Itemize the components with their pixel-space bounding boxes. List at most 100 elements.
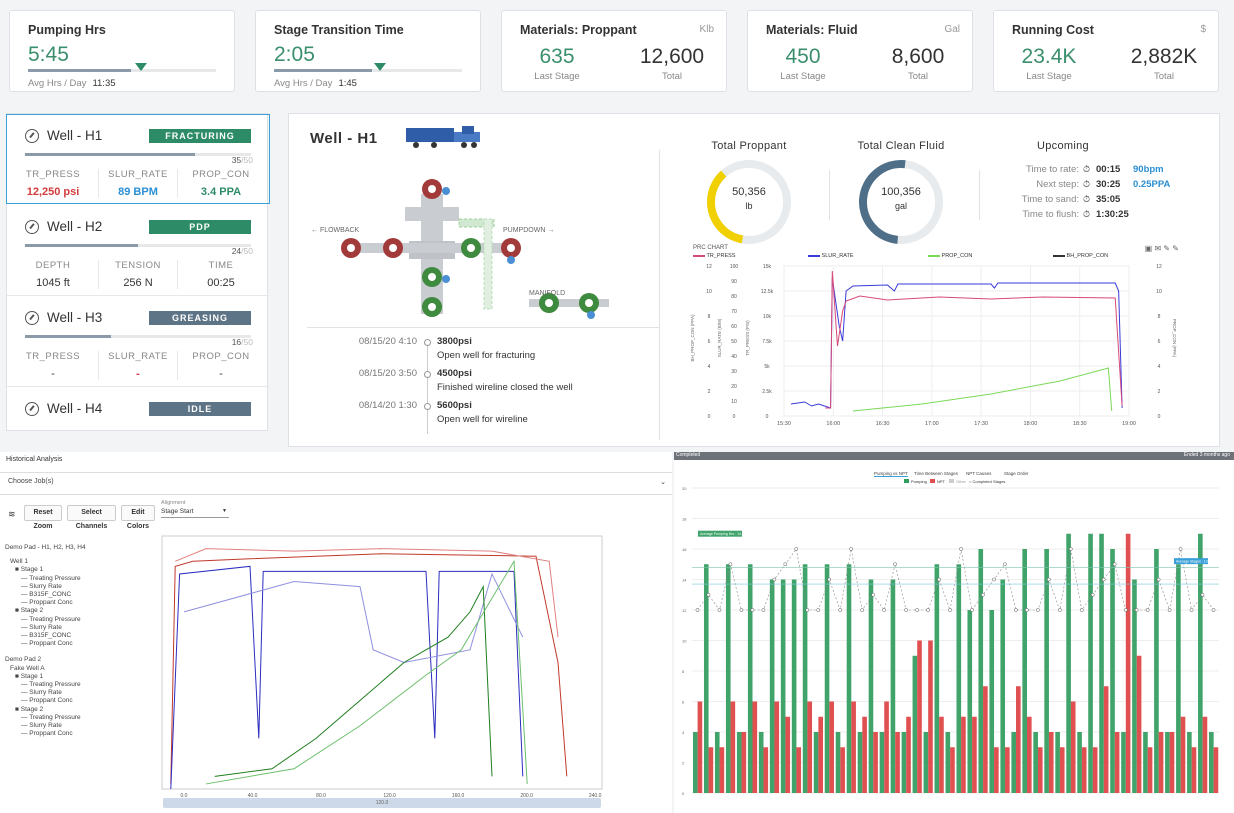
tree-item[interactable]: Demo Pad - H1, H2, H3, H4 xyxy=(5,544,86,551)
avg-pumping-label-bg xyxy=(698,530,742,537)
y-tick-label: 2 xyxy=(682,761,685,766)
tree-item[interactable]: ■ Stage 1 xyxy=(15,566,44,574)
bar-pumping xyxy=(890,579,896,793)
upcoming-row: Time to flush: ⏱ 1:30:25 xyxy=(1022,209,1129,220)
y-axis-label: TR_PRESS (PSI) xyxy=(745,320,750,356)
completed-stage-point xyxy=(783,562,788,567)
kpi-total: 12,600 Total xyxy=(639,45,705,82)
tree-item[interactable]: ■ Stage 2 xyxy=(15,705,44,713)
completed-stage-point xyxy=(1123,608,1128,612)
y-tick-label: 2.5k xyxy=(762,389,772,395)
zoom-slider[interactable]: 120.0 xyxy=(163,798,601,808)
stage-count: 24/50 xyxy=(231,246,253,256)
tree-item[interactable]: — Proppant Conc xyxy=(21,599,73,607)
y-tick-label: 90 xyxy=(731,279,737,285)
tree-item[interactable]: — Slurry Rate xyxy=(21,582,62,590)
tree-item[interactable]: — Slurry Rate xyxy=(21,623,62,631)
wellhead-diagram xyxy=(341,179,609,319)
tree-item[interactable]: Well 1 xyxy=(10,558,28,566)
bar-pumping xyxy=(1110,549,1115,793)
kpi-unit: Gal xyxy=(944,24,960,35)
well-name: Well - H4 xyxy=(47,401,103,416)
well-card-h3[interactable]: Well - H3 GREASING 16/50 TR_PRESS - SLUR_… xyxy=(7,297,269,387)
tree-item[interactable]: ■ Stage 2 xyxy=(15,607,44,615)
bar-npt xyxy=(807,701,813,793)
upcoming-panel: Upcoming Time to rate: ⏱ 00:15 90bpm Next s… xyxy=(989,140,1209,250)
completed-stage-point xyxy=(706,592,711,597)
well-card-h1[interactable]: Well - H1 FRACTURING 35/50 TR_PRESS 12,25… xyxy=(6,114,270,204)
bar-pumping xyxy=(769,579,775,793)
kpi-total: 2,882K Total xyxy=(1130,45,1198,82)
truck-icon xyxy=(406,126,480,148)
completed-stage-point xyxy=(1112,562,1117,567)
completed-stage-point xyxy=(1178,547,1183,551)
alignment-select[interactable]: Stage Start ▼ xyxy=(161,508,229,518)
tab-npt-causes[interactable]: NPT Causes xyxy=(966,471,992,476)
tree-item[interactable]: — Proppant Conc xyxy=(21,697,73,705)
status-right: Ended 3 months ago xyxy=(1183,452,1230,458)
tree-item[interactable]: — Slurry Rate xyxy=(21,689,62,697)
kpi-fluid: Materials: Fluid Gal 450 Last Stage 8,600… xyxy=(747,10,973,92)
status-badge: FRACTURING xyxy=(149,129,251,143)
y-tick-label: 6 xyxy=(682,700,685,705)
chart-toolbar[interactable]: ▣ ✉ ✎ ✎ xyxy=(1144,244,1179,253)
tree-item[interactable]: — Treating Pressure xyxy=(21,681,81,689)
tree-item[interactable]: — Proppant Conc xyxy=(21,640,73,648)
bar-pumping xyxy=(1000,579,1006,793)
tree-item[interactable]: — Treating Pressure xyxy=(21,574,81,582)
select-channels-button[interactable]: Select Channels xyxy=(67,505,116,530)
tree-item[interactable]: Fake Well A xyxy=(10,664,45,672)
well-card-h2[interactable]: Well - H2 PDP 24/50 DEPTH 1045 ft TENSION… xyxy=(7,206,269,296)
legend-item: Pumping xyxy=(911,479,927,484)
progress-bar xyxy=(25,335,251,338)
bar-pumping xyxy=(967,610,973,793)
bar-pumping xyxy=(1209,732,1214,793)
bar-npt xyxy=(1202,716,1208,793)
completed-stage-point xyxy=(805,608,810,612)
completed-stage-point xyxy=(882,608,886,612)
tab-stage-order[interactable]: Stage Order xyxy=(1004,471,1029,476)
y-tick-label: 0 xyxy=(708,414,711,420)
tree-item[interactable]: — B315F_CONC xyxy=(21,591,72,599)
tree-item[interactable]: Demo Pad 2 xyxy=(5,656,42,664)
tree-item[interactable]: — Treating Pressure xyxy=(21,615,81,623)
tree-item[interactable]: — Treating Pressure xyxy=(21,713,81,721)
timer-icon: ⏱ xyxy=(1083,194,1091,204)
completed-stage-point xyxy=(981,592,985,597)
avg-stages-label-bg xyxy=(1174,558,1208,565)
tree-item[interactable]: — Proppant Conc xyxy=(21,730,73,738)
kpi-title: Materials: Proppant xyxy=(520,23,637,37)
panel-title: Historical Analysis xyxy=(6,456,63,463)
tree-item[interactable]: — Slurry Rate xyxy=(21,722,62,730)
tree-item[interactable]: — B315F_CONC xyxy=(21,632,72,640)
bar-pumping xyxy=(747,564,753,793)
bar-npt xyxy=(1114,732,1120,793)
tree-item[interactable]: ■ Stage 1 xyxy=(15,672,44,680)
y-tick-label: 0 xyxy=(733,414,736,420)
edit-colors-button[interactable]: Edit Colors xyxy=(121,505,155,530)
historical-chart: 0.0 40.0 80.0 120.0 160.0 200.0 240.0 xyxy=(161,535,603,799)
well-card-h4[interactable]: Well - H4 IDLE xyxy=(7,388,269,432)
bar-pumping xyxy=(1165,732,1170,793)
y-tick-label: 10 xyxy=(1156,289,1162,295)
kpi-avg: Avg Hrs / Day 1:45 xyxy=(274,78,357,89)
kpi-proppant: Materials: Proppant Klb 635 Last Stage 12… xyxy=(501,10,727,92)
tab-pumping-npt[interactable]: Pumping vs NPT xyxy=(874,471,908,477)
tab-time-between[interactable]: Time Between Stages xyxy=(914,471,958,476)
bar-npt xyxy=(1026,716,1032,793)
filter-icon[interactable]: ≋ xyxy=(8,509,16,519)
well-name: Well - H3 xyxy=(47,310,103,325)
metric-tension: TENSION 256 N xyxy=(98,260,178,289)
bar-npt xyxy=(917,640,922,793)
bar-pumping xyxy=(725,564,731,793)
choose-jobs-select[interactable]: Choose Job(s) ⌄ xyxy=(8,478,666,486)
status-badge: GREASING xyxy=(149,311,251,325)
bar-npt xyxy=(862,716,867,793)
detail-title: Well - H1 xyxy=(310,130,378,147)
y-tick-label: 10 xyxy=(682,639,687,644)
bar-npt xyxy=(873,732,878,793)
x-tick-label: 160.0 xyxy=(452,793,465,799)
reset-zoom-button[interactable]: Reset Zoom xyxy=(24,505,62,530)
y-tick-label: 16 xyxy=(682,547,687,552)
bar-npt xyxy=(1081,747,1087,793)
